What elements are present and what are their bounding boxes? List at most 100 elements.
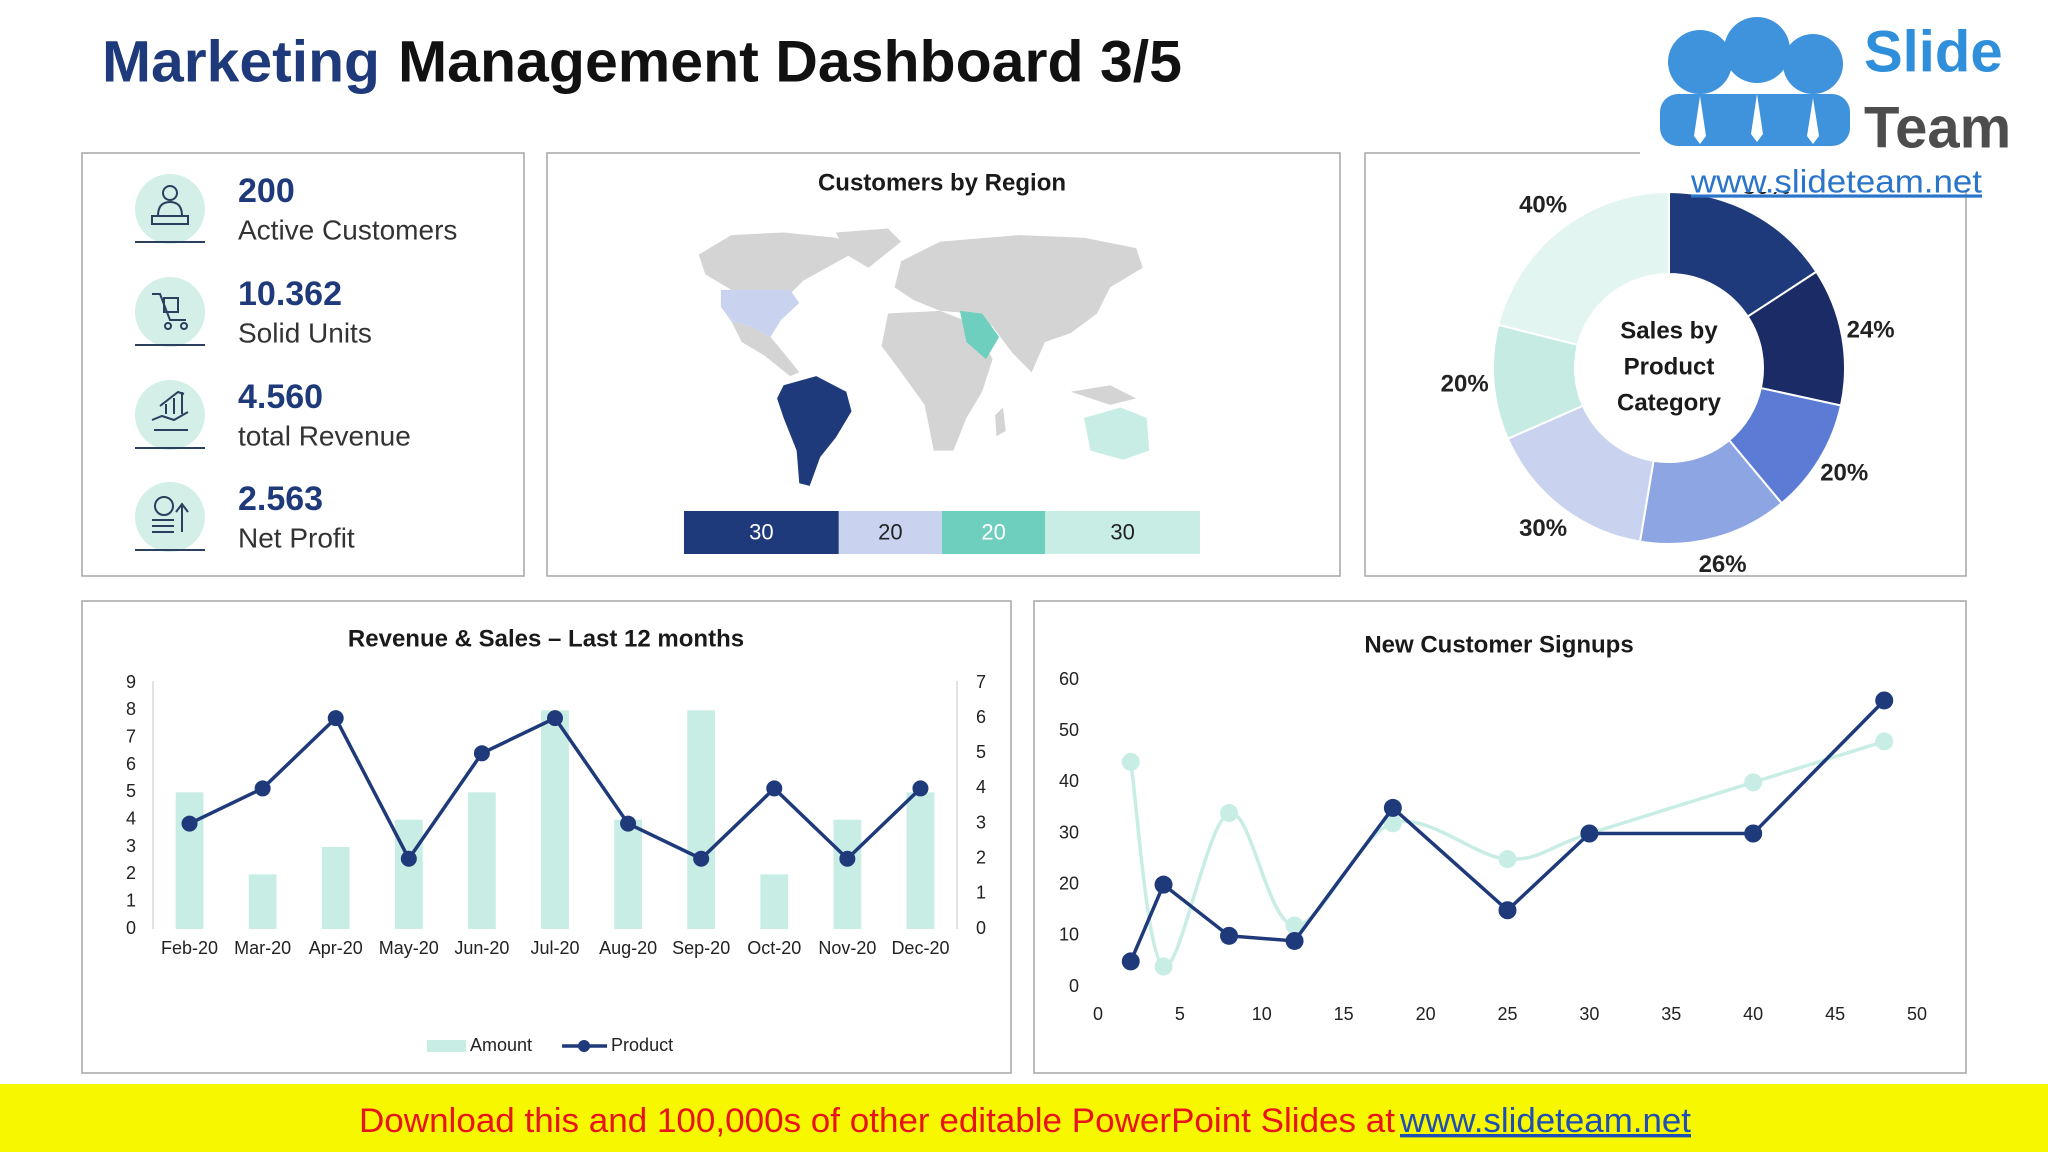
x-tick-label: Aug-20 <box>599 938 657 958</box>
marker <box>1383 814 1402 833</box>
land <box>731 321 800 377</box>
slice-label: 40% <box>1519 192 1567 219</box>
map-region <box>720 289 800 337</box>
marker <box>1498 901 1517 920</box>
logo-word: Slide <box>1864 19 2003 84</box>
x-tick-label: 25 <box>1497 1004 1517 1024</box>
logo-word: Team <box>1864 95 2011 160</box>
marker <box>1498 850 1517 869</box>
legend-label: Product <box>611 1035 673 1055</box>
kpi-label: total Revenue <box>238 420 411 451</box>
x-tick-label: Nov-20 <box>818 938 876 958</box>
y-tick-label: 7 <box>126 726 136 746</box>
marker <box>1744 773 1763 792</box>
marker <box>547 710 563 727</box>
y-tick-label: 20 <box>1059 873 1079 893</box>
marker <box>1220 804 1239 823</box>
marker <box>1285 931 1304 950</box>
chart-title: New Customer Signups <box>1364 631 1633 658</box>
icon-cart <box>152 293 188 330</box>
y-tick-label: 8 <box>126 699 136 719</box>
legend-label: Amount <box>470 1035 532 1055</box>
y2-tick-label: 4 <box>976 777 986 797</box>
x-tick-label: Feb-20 <box>161 938 218 958</box>
legend-segment <box>838 511 942 554</box>
icon-profit <box>152 496 189 533</box>
bar <box>760 874 789 929</box>
marker <box>1154 957 1173 976</box>
x-tick-label: Apr-20 <box>309 938 363 958</box>
marker <box>1580 824 1599 843</box>
land <box>894 235 1143 373</box>
land <box>995 385 1137 437</box>
y-tick-label: 3 <box>126 836 136 856</box>
y-tick-label: 6 <box>126 754 136 774</box>
marker <box>1285 916 1304 935</box>
y-tick-label: 0 <box>1069 976 1079 996</box>
y-tick-label: 0 <box>126 918 136 938</box>
y2-tick-label: 3 <box>976 812 986 832</box>
segment-label: 20 <box>981 519 1005 544</box>
slice-label: 26% <box>1699 551 1747 578</box>
y2-tick-label: 6 <box>976 707 986 727</box>
segment-label: 30 <box>749 519 773 544</box>
segment-label: 30 <box>1110 519 1134 544</box>
legend-segment <box>1045 511 1200 554</box>
kpi-icons <box>135 174 205 552</box>
x-tick-label: 50 <box>1907 1004 1927 1024</box>
y-tick-label: 50 <box>1059 720 1079 740</box>
title: Management Dashboard 3/5 <box>398 29 1182 94</box>
y-tick-label: 4 <box>126 808 136 828</box>
marker <box>766 780 783 797</box>
marker <box>1121 752 1140 771</box>
x-tick-label: May-20 <box>379 938 439 958</box>
x-tick-label: 15 <box>1334 1004 1354 1024</box>
icon-revenue <box>151 390 189 431</box>
marker <box>1121 952 1140 971</box>
y-tick-label: 1 <box>126 890 136 910</box>
slice-label: 20% <box>1441 370 1489 397</box>
footer-link[interactable]: www.slideteam.net <box>1399 1102 1692 1140</box>
bar <box>614 819 642 929</box>
marker <box>254 780 271 797</box>
y2-tick-label: 7 <box>976 672 986 692</box>
slice-label: 20% <box>1820 460 1868 487</box>
marker <box>473 745 490 762</box>
y-tick-label: 9 <box>126 672 136 692</box>
y-tick-label: 60 <box>1059 669 1079 689</box>
marker <box>693 850 710 867</box>
x-tick-label: 40 <box>1743 1004 1763 1024</box>
kpi-label: Solid Units <box>238 317 372 348</box>
kpi-value: 4.560 <box>238 378 323 416</box>
marker <box>1875 732 1894 751</box>
y2-tick-label: 5 <box>976 742 986 762</box>
y-tick-label: 10 <box>1059 925 1079 945</box>
map-region <box>1083 407 1150 460</box>
bar <box>833 819 862 929</box>
logo-url[interactable]: www.slideteam.net <box>1690 163 1982 199</box>
marker <box>181 815 198 832</box>
icon-bg <box>135 380 205 450</box>
y-tick-label: 5 <box>126 781 136 801</box>
x-tick-label: Mar-20 <box>234 938 291 958</box>
icon-bg <box>135 482 205 552</box>
y-tick-label: 40 <box>1059 771 1079 791</box>
bar <box>541 710 569 929</box>
chart-title: Product <box>1624 353 1715 380</box>
footer-text: Download this and 100,000s of other edit… <box>359 1102 1396 1140</box>
chart-title: Customers by Region <box>818 169 1066 196</box>
x-tick-label: 5 <box>1175 1004 1185 1024</box>
map-region <box>777 376 852 486</box>
chart-title: Category <box>1617 389 1722 416</box>
marker <box>1875 691 1894 710</box>
title-accent: Marketing <box>102 29 380 94</box>
x-tick-label: 10 <box>1252 1004 1272 1024</box>
scatter-panel <box>1033 600 1967 1074</box>
legend-swatch <box>578 1040 591 1052</box>
kpi-label: Active Customers <box>238 214 457 245</box>
kpi-label: Net Profit <box>238 522 355 553</box>
bar <box>906 792 935 929</box>
x-tick-label: Sep-20 <box>672 938 730 958</box>
marker <box>1154 875 1173 894</box>
